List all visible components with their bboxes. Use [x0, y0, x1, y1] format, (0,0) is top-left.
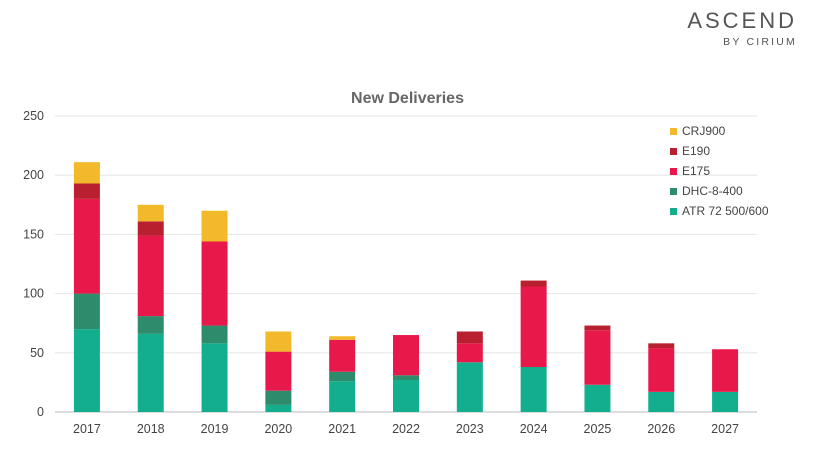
bar-segment-e175 — [456, 343, 483, 363]
bar-segment-atr-72-500-600 — [584, 384, 611, 412]
bar-segment-dhc-8-400 — [393, 375, 419, 381]
y-tick-label: 100 — [23, 287, 44, 301]
legend-item: E190 — [670, 141, 769, 161]
legend-item: ATR 72 500/600 — [670, 201, 769, 221]
y-tick-label: 250 — [23, 109, 44, 123]
legend-swatch — [670, 187, 677, 195]
x-tick-label: 2025 — [584, 422, 612, 436]
legend-item: DHC-8-400 — [670, 181, 769, 201]
bar-segment-dhc-8-400 — [265, 390, 292, 405]
legend-label: E175 — [682, 164, 711, 178]
x-tick-label: 2018 — [137, 422, 165, 436]
bar-segment-atr-72-500-600 — [393, 380, 419, 412]
bar-segment-e190 — [584, 325, 611, 331]
y-tick-label: 150 — [23, 227, 44, 241]
bar-segment-atr-72-500-600 — [137, 333, 164, 412]
bar-segment-crj900 — [201, 210, 228, 242]
bar-segment-atr-72-500-600 — [73, 329, 100, 412]
bar-segment-crj900 — [265, 331, 292, 352]
bar-segment-dhc-8-400 — [137, 316, 164, 334]
bar-segment-e175 — [73, 198, 100, 294]
x-tick-label: 2023 — [456, 422, 484, 436]
bar-segment-e190 — [648, 343, 675, 349]
chart-title: New Deliveries — [351, 90, 464, 107]
x-tick-label: 2021 — [328, 422, 356, 436]
bar-segment-e175 — [584, 330, 611, 385]
bar-segment-e175 — [520, 286, 547, 368]
bar-segment-atr-72-500-600 — [456, 362, 483, 412]
logo-wordmark: ASCEND — [687, 8, 797, 33]
bar-segment-crj900 — [329, 336, 356, 340]
bar-segment-e190 — [520, 280, 547, 287]
bar-segment-e175 — [329, 339, 356, 372]
legend-swatch — [670, 207, 677, 215]
legend-label: ATR 72 500/600 — [682, 204, 769, 218]
bar-segment-dhc-8-400 — [329, 371, 356, 382]
bar-segment-atr-72-500-600 — [201, 343, 228, 412]
legend-swatch — [670, 167, 677, 175]
x-tick-label: 2026 — [647, 422, 675, 436]
legend-item: CRJ900 — [670, 121, 769, 141]
bar-segment-dhc-8-400 — [73, 293, 100, 330]
bar-segment-atr-72-500-600 — [712, 391, 739, 412]
bar-segment-crj900 — [73, 162, 100, 184]
bar-segment-e190 — [73, 183, 100, 199]
y-tick-label: 200 — [23, 168, 44, 182]
bar-segment-crj900 — [137, 204, 164, 222]
legend-label: DHC-8-400 — [682, 184, 743, 198]
bar-segment-e175 — [201, 241, 228, 326]
bar-segment-e175 — [265, 351, 292, 391]
x-tick-label: 2022 — [392, 422, 420, 436]
bar-segment-e175 — [137, 235, 164, 317]
y-tick-label: 50 — [30, 346, 44, 360]
bar-segment-e175 — [393, 335, 419, 376]
logo-subtitle: BY CIRIUM — [723, 36, 797, 48]
legend-swatch — [670, 147, 677, 155]
bar-segment-atr-72-500-600 — [265, 404, 292, 412]
bar-segment-atr-72-500-600 — [329, 381, 356, 412]
bar-segment-e175 — [712, 349, 739, 392]
legend-label: CRJ900 — [682, 124, 726, 138]
bar-segment-atr-72-500-600 — [648, 391, 675, 412]
legend-swatch — [670, 127, 677, 135]
y-tick-label: 0 — [37, 405, 44, 419]
legend-item: E175 — [670, 161, 769, 181]
x-tick-label: 2027 — [711, 422, 739, 436]
x-tick-label: 2019 — [201, 422, 229, 436]
bar-segment-e190 — [456, 331, 483, 344]
x-tick-label: 2024 — [520, 422, 548, 436]
x-tick-label: 2017 — [73, 422, 101, 436]
chart-legend: CRJ900 E190 E175 DHC-8-400 ATR 72 500/600 — [670, 121, 769, 221]
bar-segment-dhc-8-400 — [201, 325, 228, 344]
bar-segment-e190 — [137, 221, 164, 236]
bar-segment-atr-72-500-600 — [520, 367, 547, 412]
ascend-by-cirium-logo: ASCEND BY CIRIUM — [687, 8, 797, 49]
x-tick-label: 2020 — [264, 422, 292, 436]
bar-segment-e175 — [648, 348, 675, 392]
legend-label: E190 — [682, 144, 711, 158]
